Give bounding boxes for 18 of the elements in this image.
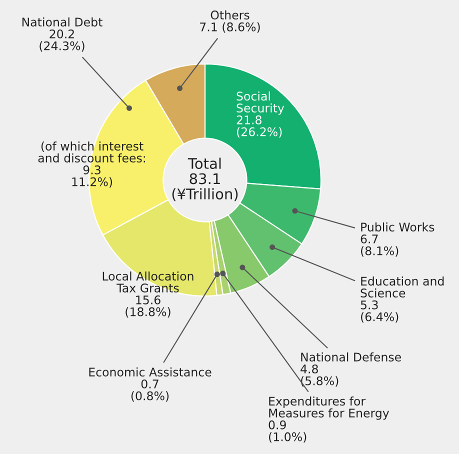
data-label: 5.3 (6.4%) xyxy=(360,300,398,323)
data-label: 15.6 (18.8%) xyxy=(126,295,170,318)
slice-label: Education and Science xyxy=(360,276,444,298)
data-label: 20.2 (24.3%) xyxy=(40,29,84,52)
slice-label: Expenditures for Measures for Energy xyxy=(269,396,390,420)
text: Total 83.1 (¥Trillion) xyxy=(172,158,238,202)
slice-label: Public Works xyxy=(361,222,434,232)
slice-label: Economic Assistance xyxy=(89,367,212,377)
slice-label: National Debt xyxy=(22,17,102,27)
slice-label: National Defense xyxy=(301,352,401,362)
data-label: 21.8 (26.2%) xyxy=(236,115,282,138)
data-label: 0.9 (1.0%) xyxy=(268,420,306,443)
data-label: 6.7 (8.1%) xyxy=(360,234,398,257)
slice-label: Others xyxy=(210,10,250,20)
data-label: 4.8 (5.8%) xyxy=(300,364,338,387)
data-label: 0.7 (0.8%) xyxy=(131,379,169,402)
data-label: 7.1 (8.6%) xyxy=(200,22,260,33)
slice-label: Social Security xyxy=(236,91,284,115)
